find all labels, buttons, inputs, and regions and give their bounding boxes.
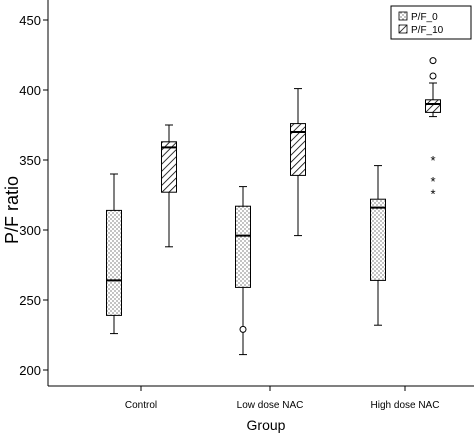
- y-tick-label: 350: [19, 153, 41, 168]
- y-tick-label: 250: [19, 293, 41, 308]
- box-group: [290, 88, 306, 237]
- legend-label-pf0: P/F_0: [411, 12, 438, 23]
- extreme-point: *: [430, 153, 435, 168]
- extreme-point: *: [430, 174, 435, 189]
- x-tick-label: High dose NAC: [371, 400, 440, 411]
- extreme-point: *: [430, 187, 435, 202]
- box-group: [235, 186, 251, 356]
- legend-frame: [390, 5, 472, 40]
- box-group: [106, 173, 122, 335]
- box-group: [370, 165, 386, 326]
- box-iqr: [370, 198, 386, 281]
- y-ticks: 200 250 300 350 400 450: [19, 13, 48, 378]
- y-tick-label: 400: [19, 83, 41, 98]
- y-tick-label: 300: [19, 223, 41, 238]
- outlier-point: [239, 325, 247, 333]
- x-tick-label: Control: [125, 400, 157, 411]
- legend-label-pf10: P/F_10: [411, 25, 444, 36]
- x-tick-label: Low dose NAC: [237, 400, 304, 411]
- box-group: ***: [425, 57, 441, 202]
- legend: P/F_0 P/F_10: [390, 5, 472, 40]
- legend-swatch-pf0: [398, 11, 408, 21]
- boxes: ***: [106, 57, 441, 356]
- box-iqr: [106, 209, 122, 316]
- box-group: [161, 124, 177, 248]
- legend-swatch-pf10: [398, 24, 408, 34]
- y-tick-label: 200: [19, 363, 41, 378]
- y-tick-label: 450: [19, 13, 41, 28]
- outlier-point: [429, 72, 437, 80]
- box-iqr: [290, 123, 306, 176]
- outlier-point: [429, 57, 437, 65]
- y-axis-title: P/F ratio: [2, 176, 22, 244]
- box-iqr: [425, 99, 441, 113]
- x-ticks: Control Low dose NAC High dose NAC: [125, 386, 440, 411]
- x-axis-title: Group: [247, 417, 286, 433]
- box-iqr: [161, 141, 177, 193]
- box-iqr: [235, 205, 251, 288]
